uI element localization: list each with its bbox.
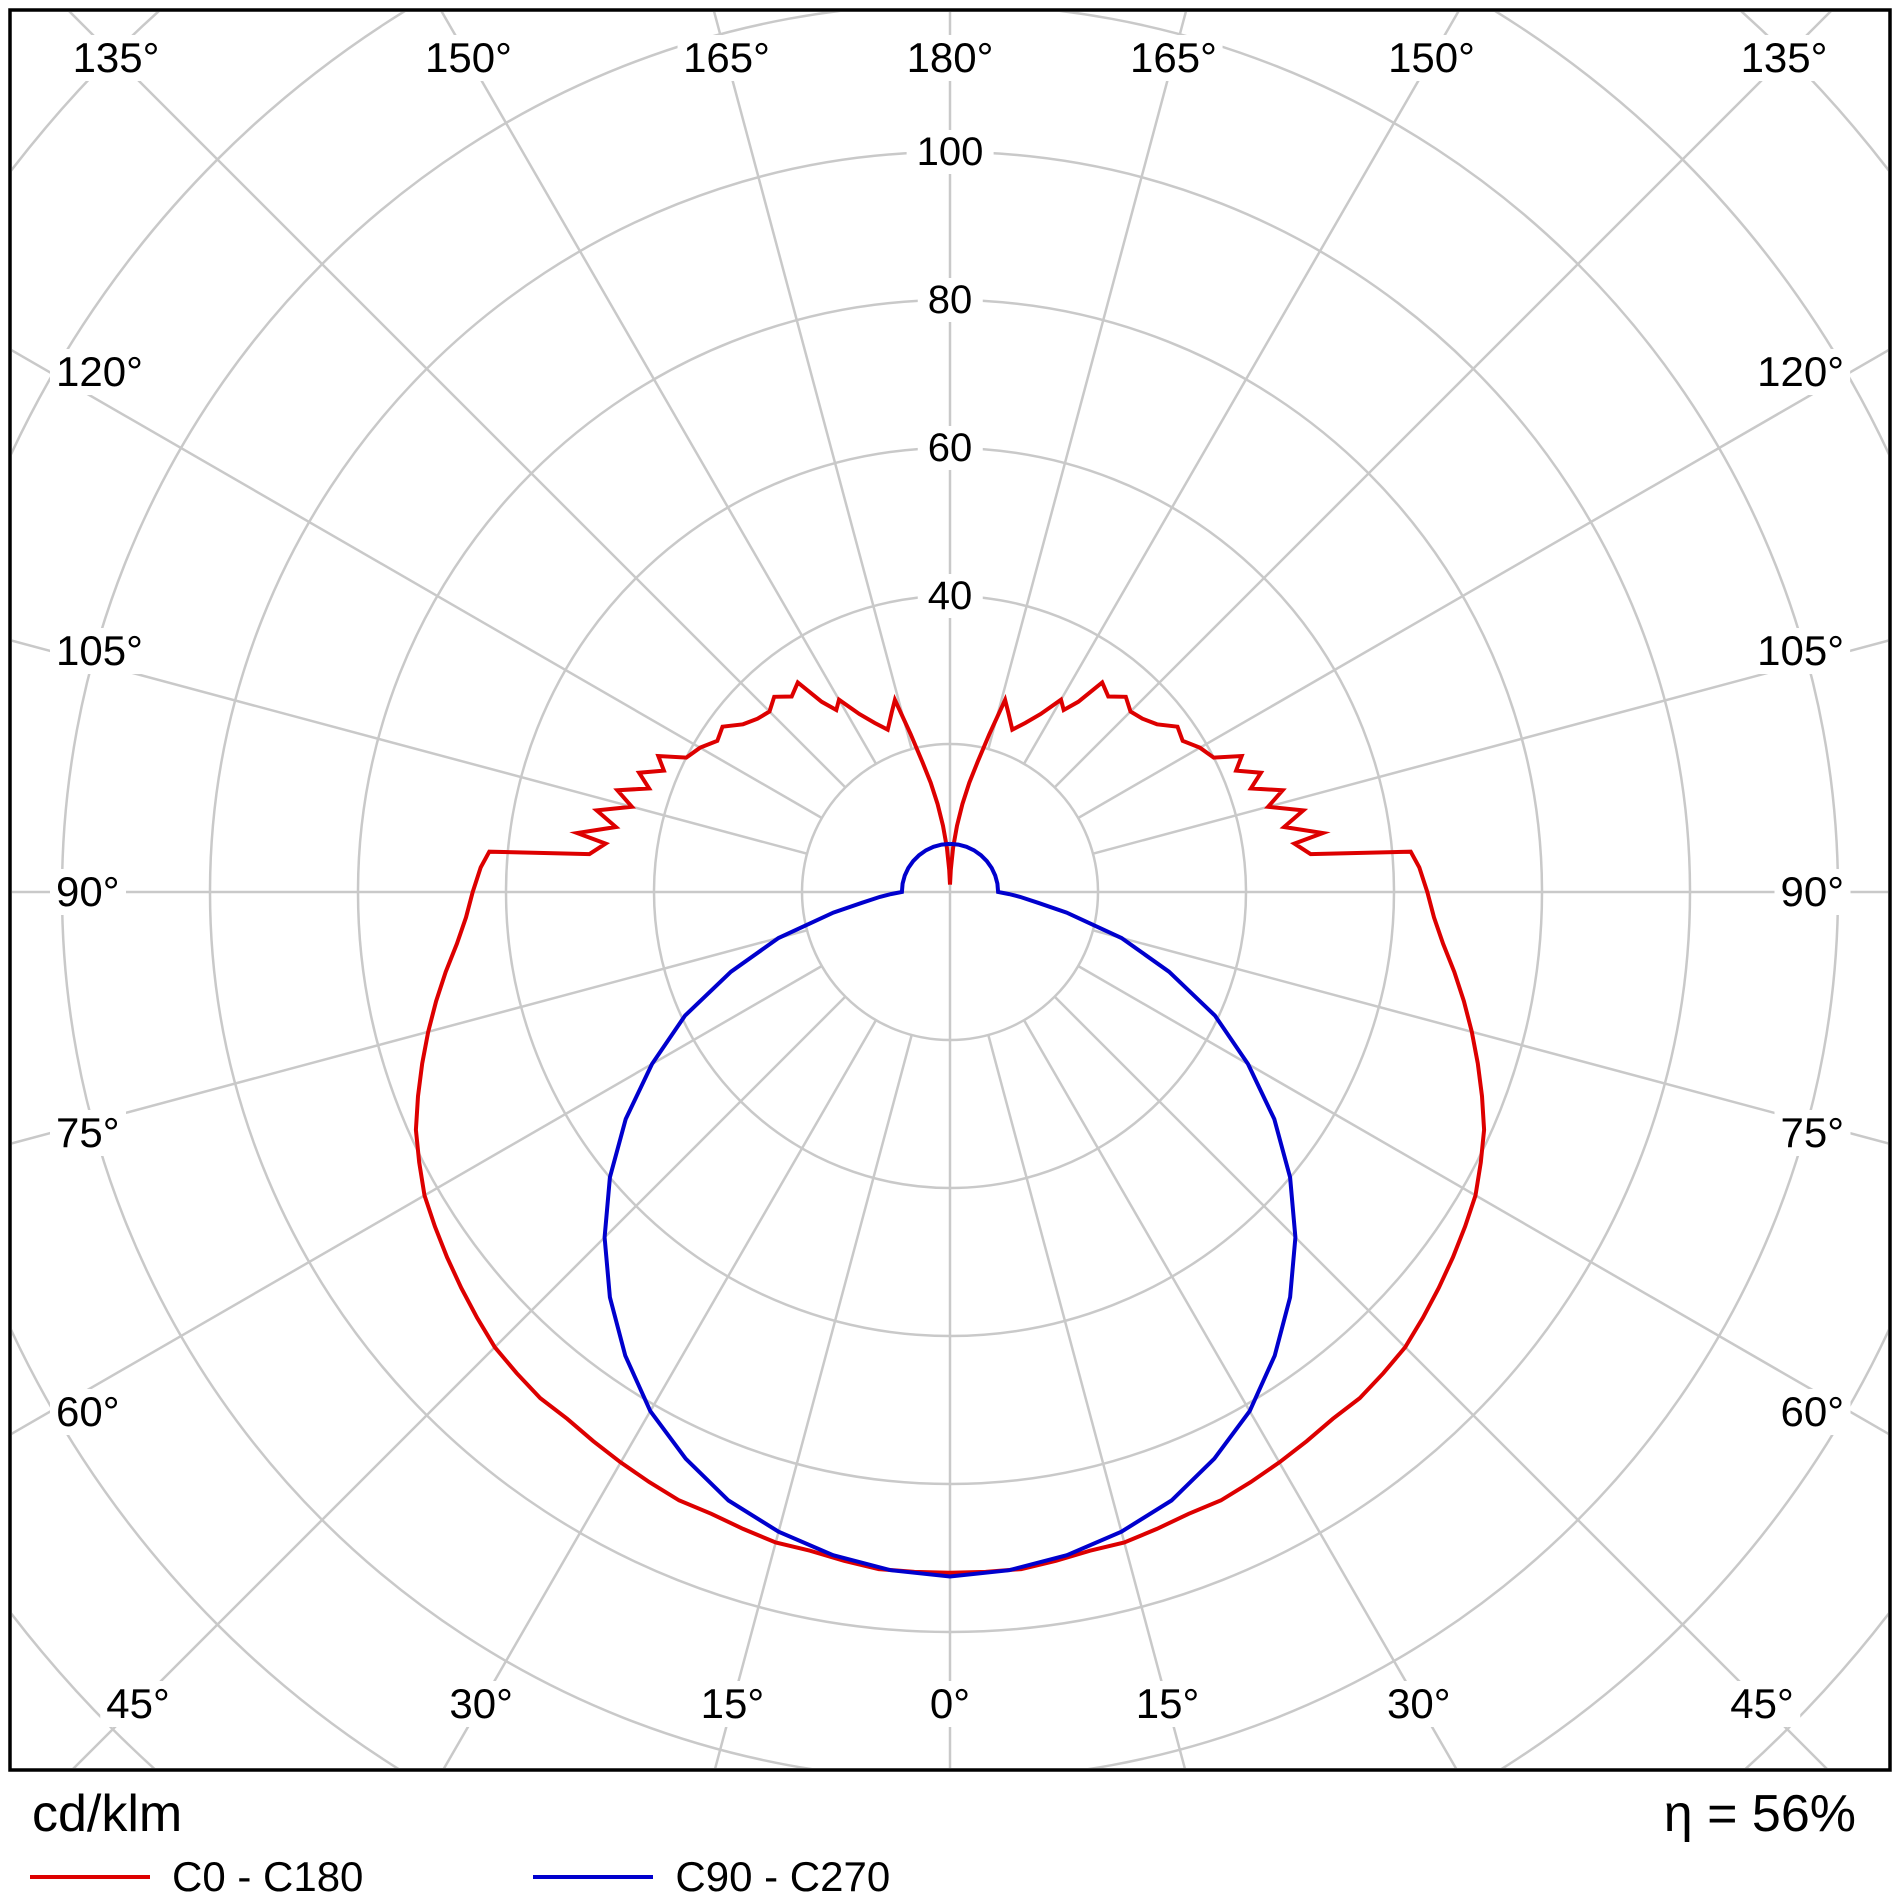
grid-spoke: [442, 1019, 878, 1768]
efficiency-label: η = 56%: [1663, 1785, 1856, 1843]
curve-c0-c180: [413, 679, 1487, 1575]
legend-item-c0-c180: C0 - C180: [30, 1854, 363, 1900]
grid-spoke: [12, 929, 808, 1145]
grid-spoke: [987, 12, 1188, 750]
legend-label-c0-c180: C0 - C180: [172, 1853, 364, 1900]
legend: C0 - C180 C90 - C270: [30, 1854, 890, 1900]
grid-spoke: [1092, 639, 1888, 855]
legend-label-c90-c270: C90 - C270: [675, 1853, 891, 1900]
grid-spoke: [713, 1034, 913, 1768]
grid-spoke: [1022, 1019, 1458, 1768]
grid-spoke: [1022, 12, 1460, 765]
grid-spoke: [12, 639, 808, 855]
grid-spoke: [987, 1034, 1187, 1768]
curve-c90-c270: [602, 841, 1298, 1579]
grid-spoke: [1053, 995, 1828, 1768]
legend-item-c90-c270: C90 - C270: [533, 1854, 890, 1900]
grid-spoke: [1077, 349, 1888, 820]
curves: [413, 679, 1487, 1579]
legend-swatch-blue-line: [533, 1875, 654, 1879]
legend-swatch-red-line: [30, 1875, 150, 1879]
grid-spoke: [440, 12, 878, 765]
grid-spoke: [68, 12, 847, 789]
chart-border: [8, 8, 1892, 1772]
grid-spoke: [12, 349, 823, 820]
grid-spoke: [1053, 12, 1832, 789]
units-label: cd/klm: [32, 1785, 183, 1843]
grid-spoke: [72, 995, 847, 1768]
grid-spoke: [712, 12, 913, 750]
grid-spoke: [1092, 929, 1888, 1145]
